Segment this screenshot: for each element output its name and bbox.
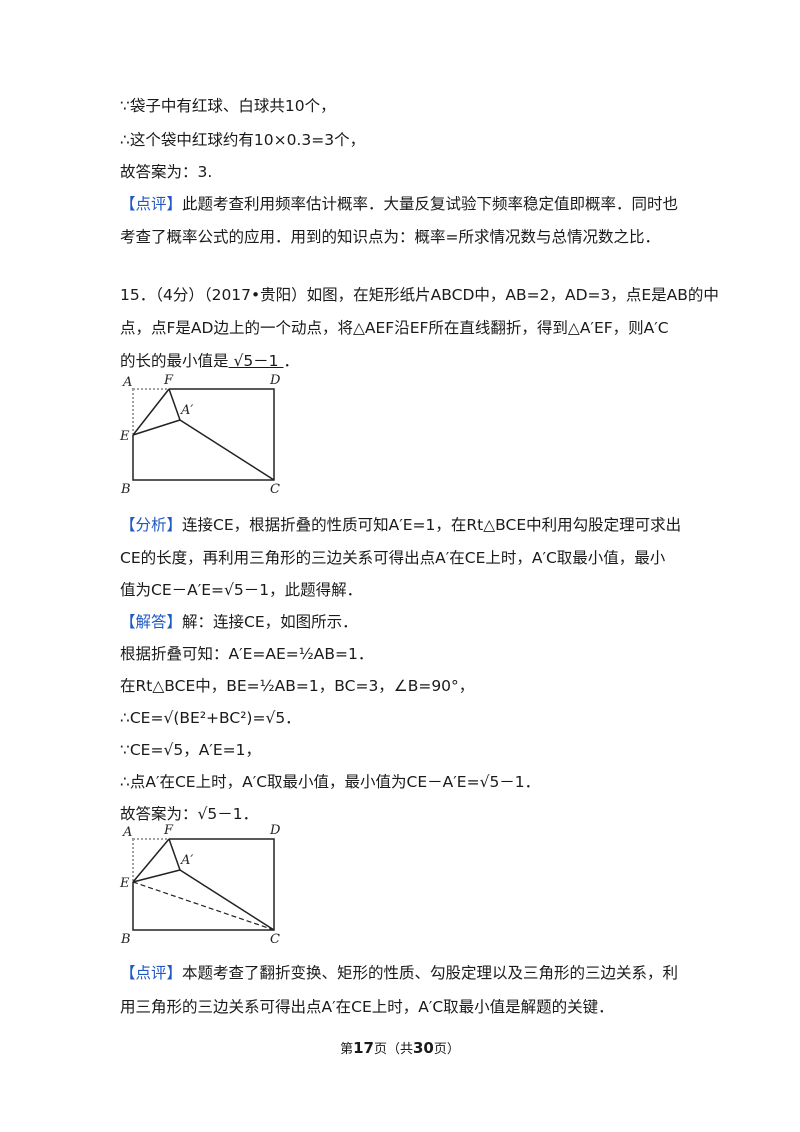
text-line: 用三角形的三边关系可得出点A′在CE上时，A′C取最小值是解题的关键． <box>120 998 614 1016</box>
label-d: D <box>269 373 281 388</box>
comment-tag: 【点评】 <box>120 195 183 213</box>
label-a: A <box>122 375 132 390</box>
text-line: ∴这个袋中红球约有10×0.3=3个， <box>120 131 366 149</box>
text-line: 考查了概率公式的应用．用到的知识点为：概率=所求情况数与总情况数之比． <box>120 228 660 246</box>
dashed-ce <box>132 881 275 931</box>
label-c: C <box>270 932 280 947</box>
analysis-line: 【分析】连接CE，根据折叠的性质可知A′E=1，在Rt△BCE中利用勾股定理可求… <box>120 515 681 535</box>
question-text: 的长的最小值是 <box>120 352 229 370</box>
text-line: 在Rt△BCE中，BE=½AB=1，BC=3，∠B=90°， <box>120 677 475 695</box>
analysis-tag: 【分析】 <box>120 516 183 534</box>
line-ea1 <box>132 419 181 436</box>
analysis-text: 连接CE，根据折叠的性质可知A′E=1，在Rt△BCE中利用勾股定理可求出 <box>182 516 682 534</box>
label-c: C <box>270 482 280 497</box>
label-f: F <box>163 373 174 388</box>
label-a-prime: A′ <box>180 853 193 868</box>
text-line: 值为CE－A′E=√5－1，此题得解． <box>120 581 363 599</box>
figure-1: A F D A′ E B C <box>119 373 281 497</box>
line-a1c <box>179 869 275 931</box>
text-line: 故答案为：3. <box>120 163 213 181</box>
question-line: 15．（4分）（2017•贵阳）如图，在矩形纸片ABCD中，AB=2，AD=3，… <box>120 286 719 304</box>
text-line: 根据折叠可知：A′E=AE=½AB=1． <box>120 645 374 663</box>
text-line: ∴CE=√(BE²+BC²)=√5． <box>120 709 301 727</box>
total-pages: 30 <box>413 1039 434 1057</box>
label-e: E <box>119 876 130 891</box>
solution-tag: 【解答】 <box>120 613 183 631</box>
label-b: B <box>120 482 131 497</box>
line-fa1 <box>168 388 181 421</box>
label-e: E <box>119 429 130 444</box>
line-a1c <box>179 419 275 481</box>
text-line: CE的长度，再利用三角形的三边关系可得出点A′在CE上时，A′C取最小值，最小 <box>120 549 666 567</box>
figure-2: A F D A′ E B C <box>119 823 281 947</box>
answer-blank: √5－1 <box>228 352 284 370</box>
text-line: ∴点A′在CE上时，A′C取最小值，最小值为CE－A′E=√5－1． <box>120 773 541 791</box>
question-line: 点，点F是AD边上的一个动点，将△AEF沿EF所在直线翻折，得到△A′EF，则A… <box>120 319 669 337</box>
label-b: B <box>120 932 131 947</box>
line-fa1 <box>168 838 181 871</box>
text-line: ∵袋子中有红球、白球共10个， <box>120 97 336 115</box>
comment-tag: 【点评】 <box>120 964 183 982</box>
page-number: 17 <box>353 1039 374 1057</box>
text-line: 故答案为：√5－1． <box>120 805 259 823</box>
line-ef <box>132 838 170 883</box>
question-line: 的长的最小值是 √5－1 ． <box>120 351 299 371</box>
label-d: D <box>269 823 281 838</box>
comment-text: 本题考查了翻折变换、矩形的性质、勾股定理以及三角形的三边关系，利 <box>182 964 679 982</box>
rectangle-abcd <box>132 838 275 931</box>
label-a-prime: A′ <box>180 403 193 418</box>
label-f: F <box>163 823 174 838</box>
label-a: A <box>122 825 132 840</box>
solution-line: 【解答】解：连接CE，如图所示． <box>120 612 358 632</box>
line-ef <box>132 388 170 436</box>
question-text: ． <box>283 352 299 370</box>
solution-text: 解：连接CE，如图所示． <box>182 613 358 631</box>
line-ea1 <box>132 869 181 883</box>
comment-line: 【点评】此题考查利用频率估计概率．大量反复试验下频率稳定值即概率．同时也 <box>120 194 678 214</box>
comment-line: 【点评】本题考查了翻折变换、矩形的性质、勾股定理以及三角形的三边关系，利 <box>120 963 678 983</box>
text-line: ∵CE=√5，A′E=1， <box>120 741 261 759</box>
page-footer: 第17页（共30页） <box>340 1039 460 1057</box>
comment-text: 此题考查利用频率估计概率．大量反复试验下频率稳定值即概率．同时也 <box>182 195 679 213</box>
